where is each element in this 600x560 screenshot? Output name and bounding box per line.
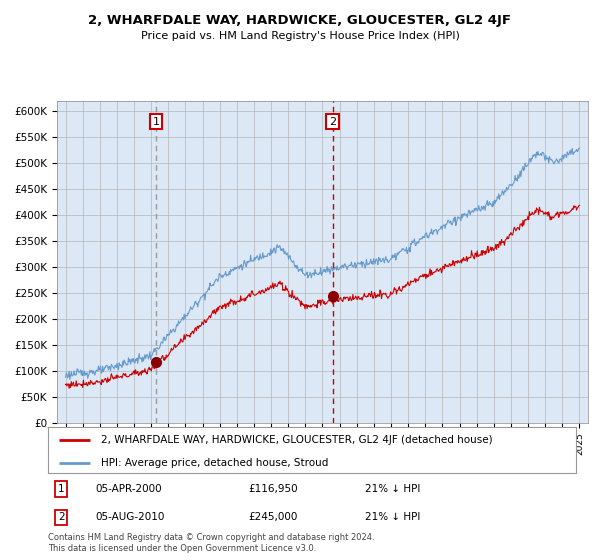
Text: 2: 2 — [58, 512, 65, 522]
Text: 2: 2 — [329, 116, 337, 127]
Text: 1: 1 — [58, 484, 65, 494]
Text: 05-APR-2000: 05-APR-2000 — [95, 484, 162, 494]
Text: HPI: Average price, detached house, Stroud: HPI: Average price, detached house, Stro… — [101, 458, 328, 468]
Text: 1: 1 — [152, 116, 160, 127]
Text: 05-AUG-2010: 05-AUG-2010 — [95, 512, 165, 522]
Text: 2, WHARFDALE WAY, HARDWICKE, GLOUCESTER, GL2 4JF (detached house): 2, WHARFDALE WAY, HARDWICKE, GLOUCESTER,… — [101, 435, 493, 445]
Text: 21% ↓ HPI: 21% ↓ HPI — [365, 484, 420, 494]
Text: Contains HM Land Registry data © Crown copyright and database right 2024.
This d: Contains HM Land Registry data © Crown c… — [48, 533, 374, 553]
Text: Price paid vs. HM Land Registry's House Price Index (HPI): Price paid vs. HM Land Registry's House … — [140, 31, 460, 41]
Text: £116,950: £116,950 — [248, 484, 298, 494]
Text: £245,000: £245,000 — [248, 512, 298, 522]
Text: 2, WHARFDALE WAY, HARDWICKE, GLOUCESTER, GL2 4JF: 2, WHARFDALE WAY, HARDWICKE, GLOUCESTER,… — [89, 14, 511, 27]
Text: 21% ↓ HPI: 21% ↓ HPI — [365, 512, 420, 522]
